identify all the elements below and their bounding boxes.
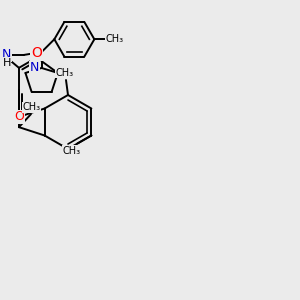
Text: CH₃: CH₃ [56,68,74,78]
Text: H: H [2,58,11,68]
Text: O: O [31,46,42,60]
Text: CH₃: CH₃ [105,34,123,44]
Text: O: O [14,110,24,123]
Text: N: N [30,61,39,74]
Text: CH₃: CH₃ [62,146,80,155]
Text: CH₃: CH₃ [23,102,41,112]
Text: N: N [2,49,11,62]
